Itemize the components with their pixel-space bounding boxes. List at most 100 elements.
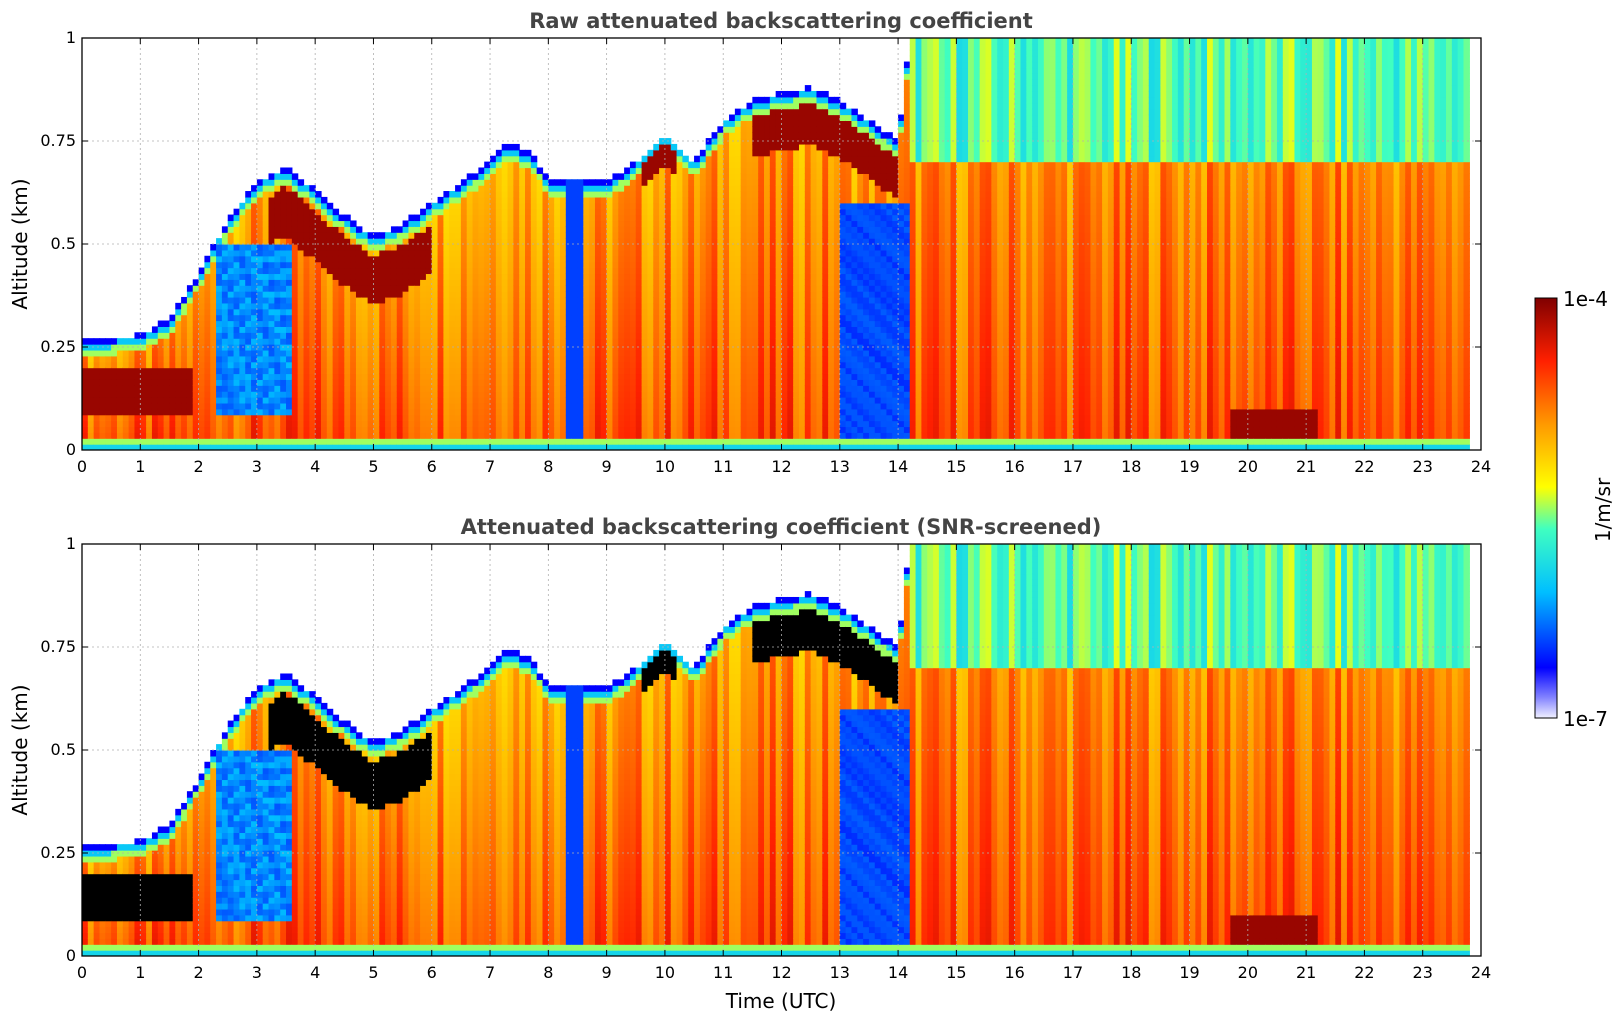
heatmap-cell (221, 314, 229, 322)
heatmap-cell (536, 179, 544, 186)
heatmap-cell (245, 273, 252, 280)
heatmap-cell (542, 367, 549, 375)
heatmap-cell (326, 279, 334, 286)
heatmap-cell (385, 402, 392, 410)
heatmap-cell (122, 338, 130, 345)
heatmap-cell (239, 255, 246, 263)
heatmap-cell (758, 432, 765, 439)
heatmap-cell (245, 420, 252, 428)
heatmap-cell (315, 402, 322, 410)
heatmap-cell (536, 285, 544, 292)
heatmap-cell (291, 185, 299, 192)
heatmap-cell (227, 279, 235, 286)
heatmap-cell (536, 355, 544, 363)
heatmap-cell (443, 279, 450, 286)
heatmap-cell (315, 373, 322, 380)
heatmap-cell (367, 414, 375, 422)
heatmap-cell (297, 432, 305, 439)
heatmap-cell (635, 273, 643, 280)
heatmap-cell (694, 444, 701, 450)
heatmap-cell (723, 132, 730, 139)
heatmap-cell (431, 226, 439, 233)
heatmap-cell (82, 402, 89, 410)
heatmap-cell (105, 338, 112, 345)
heatmap-cell (729, 273, 736, 280)
heatmap-cell (589, 408, 596, 416)
heatmap-cell (699, 191, 707, 198)
heatmap-cell (618, 296, 625, 304)
heatmap-cell (186, 379, 194, 386)
heatmap-cell (146, 432, 153, 439)
heatmap-cell (204, 402, 211, 410)
heatmap-cell (746, 285, 753, 292)
heatmap-cell (565, 214, 573, 222)
heatmap-cell (309, 367, 316, 375)
heatmap-cell (233, 302, 240, 310)
heatmap-cell (659, 379, 666, 386)
heatmap-cell (373, 391, 380, 398)
heatmap-cell (752, 143, 759, 151)
heatmap-cell (373, 344, 380, 351)
heatmap-cell (431, 432, 439, 439)
heatmap-cell (571, 226, 579, 233)
heatmap-cell (746, 167, 753, 174)
heatmap-cell (186, 355, 194, 363)
heatmap-cell (583, 438, 590, 445)
heatmap-cell (682, 267, 689, 275)
heatmap-cell (169, 408, 176, 416)
heatmap-cell (501, 244, 509, 251)
heatmap-cell (519, 432, 526, 439)
heatmap-cell (629, 355, 637, 363)
heatmap-cell (379, 291, 386, 298)
heatmap-cell (280, 397, 287, 404)
heatmap-cell (431, 391, 439, 398)
heatmap-cell (355, 373, 363, 380)
heatmap-cell (169, 320, 176, 327)
heatmap-cell (501, 397, 509, 404)
heatmap-cell (420, 308, 427, 316)
heatmap-cell (647, 279, 654, 286)
heatmap-cell (711, 149, 718, 157)
heatmap-cell (629, 202, 637, 210)
heatmap-cell (87, 373, 95, 380)
heatmap-cell (542, 355, 549, 363)
heatmap-cell (262, 285, 270, 292)
heatmap-cell (274, 208, 281, 216)
heatmap-cell (758, 261, 765, 269)
heatmap-cell (373, 232, 380, 239)
heatmap-cell (554, 267, 561, 275)
heatmap-cell (303, 432, 310, 439)
heatmap-cell (198, 379, 206, 386)
heatmap-cell (82, 373, 89, 380)
heatmap-cell (449, 432, 456, 439)
heatmap-cell (303, 196, 310, 204)
heatmap-cell (758, 214, 765, 222)
heatmap-cell (321, 444, 328, 450)
heatmap-cell (286, 261, 293, 269)
heatmap-cell (350, 408, 357, 416)
heatmap-cell (746, 173, 753, 180)
heatmap-cell (717, 226, 724, 233)
heatmap-cell (455, 361, 462, 369)
heatmap-cell (210, 267, 217, 275)
heatmap-cell (641, 267, 649, 275)
heatmap-cell (653, 279, 660, 286)
heatmap-cell (321, 414, 328, 422)
heatmap-cell (297, 402, 305, 410)
heatmap-cell (659, 249, 666, 257)
heatmap-cell (629, 214, 637, 222)
heatmap-cell (530, 402, 538, 410)
heatmap-cell (536, 391, 544, 398)
heatmap-cell (134, 391, 141, 398)
heatmap-cell (326, 273, 334, 280)
heatmap-cell (472, 261, 479, 269)
heatmap-cell (355, 385, 363, 392)
heatmap-cell (501, 391, 509, 398)
heatmap-cell (227, 261, 235, 269)
heatmap-cell (134, 367, 141, 375)
heatmap-cell (472, 232, 479, 239)
heatmap-cell (490, 238, 497, 245)
heatmap-cell (740, 155, 748, 163)
heatmap-cell (746, 391, 753, 398)
heatmap-cell (315, 367, 322, 375)
